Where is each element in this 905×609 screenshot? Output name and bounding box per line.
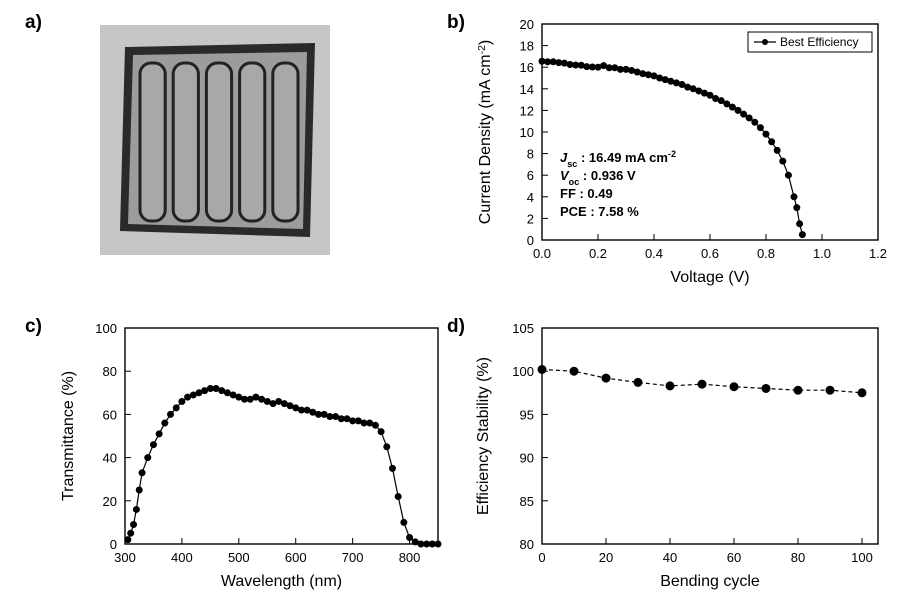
- svg-text:0.4: 0.4: [645, 246, 663, 261]
- svg-text:0: 0: [538, 550, 545, 565]
- svg-text:20: 20: [103, 494, 117, 509]
- device-photo: [100, 25, 330, 255]
- svg-text:800: 800: [399, 550, 421, 565]
- svg-text:60: 60: [103, 407, 117, 422]
- panel-label-a: a): [25, 12, 42, 34]
- svg-text:40: 40: [663, 550, 677, 565]
- svg-text:18: 18: [520, 39, 534, 54]
- svg-text:Wavelength (nm): Wavelength (nm): [221, 573, 342, 590]
- svg-text:95: 95: [520, 407, 534, 422]
- svg-text:16: 16: [520, 60, 534, 75]
- svg-text:0: 0: [110, 537, 117, 552]
- bending-stability-chart: 0 20 40 60 80 100 80 85 90 95 100 105 Bending cycle E…: [470, 316, 890, 596]
- svg-text:1.0: 1.0: [813, 246, 831, 261]
- svg-text:600: 600: [285, 550, 307, 565]
- svg-text:1.2: 1.2: [869, 246, 887, 261]
- svg-text:0.6: 0.6: [701, 246, 719, 261]
- svg-text:FF : 0.49: FF : 0.49: [560, 186, 613, 201]
- panel-label-b: b): [447, 12, 465, 34]
- transmittance-chart: 300 400 500 600 700 800 0 20 40 60 80 100 Wavelength…: [55, 316, 450, 596]
- svg-text:60: 60: [727, 550, 741, 565]
- svg-text:Efficiency Stability (%): Efficiency Stability (%): [475, 357, 492, 515]
- svg-text:Voltage (V): Voltage (V): [670, 269, 749, 286]
- svg-text:100: 100: [512, 364, 534, 379]
- svg-text:100: 100: [95, 321, 117, 336]
- svg-text:105: 105: [512, 321, 534, 336]
- svg-text:400: 400: [171, 550, 193, 565]
- svg-text:40: 40: [103, 451, 117, 466]
- svg-text:4: 4: [527, 190, 534, 205]
- svg-text:10: 10: [520, 125, 534, 140]
- svg-text:300: 300: [114, 550, 136, 565]
- svg-text:Bending cycle: Bending cycle: [660, 573, 760, 590]
- svg-text:0.0: 0.0: [533, 246, 551, 261]
- svg-text:100: 100: [851, 550, 873, 565]
- svg-text:20: 20: [599, 550, 613, 565]
- jv-curve-chart: 0.0 0.2 0.4 0.6 0.8 1.0 1.2 0 2 4 6 8 10 12 14 16 18 20 Vo…: [470, 12, 890, 292]
- svg-text:PCE : 7.58 %: PCE : 7.58 %: [560, 204, 639, 219]
- svg-text:2: 2: [527, 211, 534, 226]
- svg-text:80: 80: [103, 364, 117, 379]
- svg-text:90: 90: [520, 451, 534, 466]
- svg-text:700: 700: [342, 550, 364, 565]
- svg-text:80: 80: [791, 550, 805, 565]
- svg-text:6: 6: [527, 168, 534, 183]
- svg-text:80: 80: [520, 537, 534, 552]
- svg-text:Best Efficiency: Best Efficiency: [780, 35, 858, 49]
- panel-label-c: c): [25, 316, 42, 338]
- svg-text:12: 12: [520, 103, 534, 118]
- svg-text:8: 8: [527, 147, 534, 162]
- svg-text:Transmittance (%): Transmittance (%): [60, 371, 77, 501]
- svg-text:Current Density (mA cm-2): Current Density (mA cm-2): [477, 40, 495, 224]
- svg-text:20: 20: [520, 17, 534, 32]
- svg-text:14: 14: [520, 82, 534, 97]
- svg-text:0.2: 0.2: [589, 246, 607, 261]
- svg-text:0: 0: [527, 233, 534, 248]
- svg-text:85: 85: [520, 494, 534, 509]
- svg-text:500: 500: [228, 550, 250, 565]
- svg-text:0.8: 0.8: [757, 246, 775, 261]
